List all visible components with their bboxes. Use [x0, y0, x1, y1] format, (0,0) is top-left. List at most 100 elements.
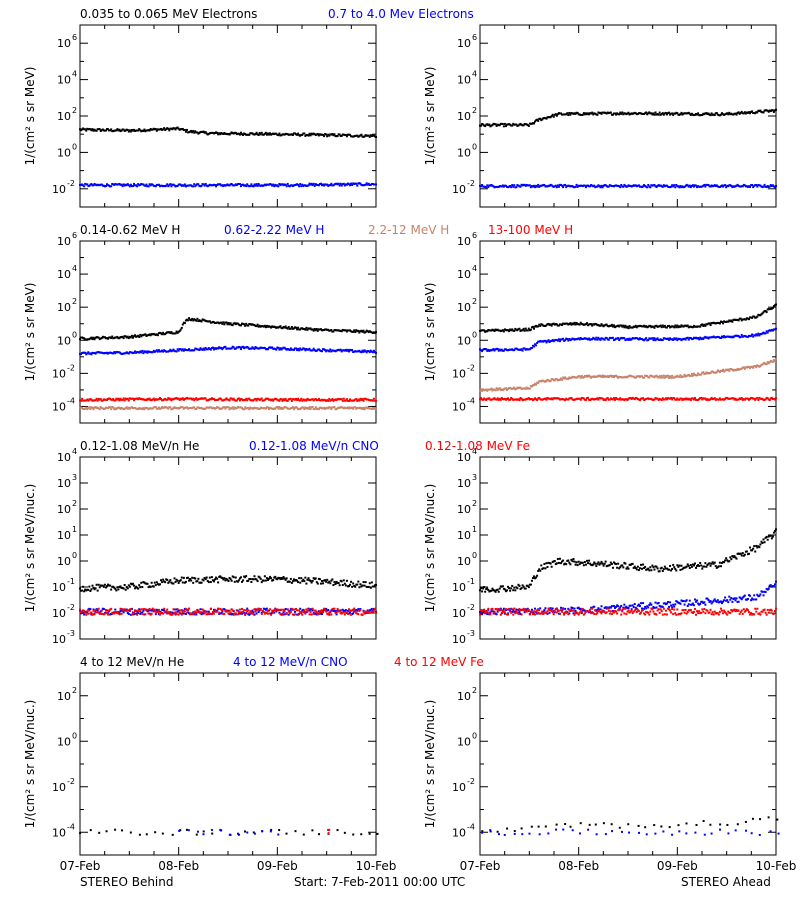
data-point [596, 185, 599, 188]
data-point [359, 182, 362, 185]
data-point [666, 337, 669, 340]
data-point [113, 408, 116, 411]
data-point [209, 348, 212, 351]
data-point [329, 348, 332, 351]
data-point [509, 123, 512, 126]
data-point [769, 359, 772, 362]
data-point [210, 184, 213, 187]
data-point [645, 337, 648, 340]
data-point [622, 185, 625, 188]
data-point [125, 351, 128, 354]
data-point [650, 569, 653, 572]
data-point [645, 397, 648, 400]
data-point [272, 325, 275, 328]
data-point [718, 114, 721, 117]
data-point [772, 531, 775, 534]
data-point [220, 407, 223, 410]
data-point [175, 127, 178, 130]
data-point [295, 183, 298, 186]
data-point [221, 576, 224, 579]
data-point [670, 112, 673, 115]
data-point [211, 346, 214, 349]
data-point [579, 398, 582, 401]
data-point [99, 406, 102, 409]
y-tick-exponent: 4 [72, 447, 77, 456]
data-point [325, 580, 328, 583]
data-point [673, 184, 676, 187]
data-point [658, 338, 661, 341]
data-point [741, 366, 744, 369]
data-point [576, 376, 579, 379]
data-point [365, 398, 368, 401]
data-point [519, 588, 522, 591]
data-point [243, 184, 246, 187]
data-point [223, 608, 226, 611]
data-point [632, 112, 635, 115]
data-point [549, 183, 552, 186]
data-point [547, 322, 550, 325]
data-point [356, 399, 359, 402]
data-point [496, 588, 499, 591]
data-point [375, 331, 377, 334]
data-point [553, 339, 556, 342]
data-point [147, 185, 150, 188]
data-point [511, 184, 514, 187]
data-point [344, 399, 347, 402]
data-point [510, 348, 513, 351]
data-point [118, 585, 121, 588]
data-point [205, 348, 208, 351]
data-point [570, 185, 573, 188]
data-point [149, 585, 152, 588]
data-point [243, 398, 246, 401]
data-point [515, 328, 518, 331]
data-point [708, 398, 711, 401]
data-point [719, 398, 722, 401]
data-point [574, 376, 577, 379]
data-point [553, 397, 556, 400]
data-point [107, 406, 110, 409]
data-point [290, 581, 293, 584]
data-point [683, 373, 686, 376]
data-point [90, 611, 93, 614]
data-point [162, 350, 165, 353]
data-point [659, 184, 662, 187]
data-point [317, 610, 320, 613]
data-point [182, 321, 185, 324]
data-point [113, 399, 116, 402]
data-point [369, 183, 372, 186]
data-point [304, 611, 307, 614]
data-point [340, 330, 343, 333]
data-point [529, 186, 532, 189]
data-point [619, 337, 622, 340]
data-point [187, 609, 190, 612]
data-point [136, 129, 139, 132]
data-point [661, 339, 664, 342]
data-point [366, 350, 369, 353]
data-point [259, 398, 262, 401]
data-point [682, 566, 685, 569]
data-point [251, 323, 254, 326]
y-tick-exponent: -4 [67, 396, 75, 405]
data-point [193, 612, 196, 615]
data-point [716, 113, 719, 116]
data-point [117, 588, 120, 591]
data-point [239, 576, 242, 579]
data-point [92, 336, 95, 339]
data-point [238, 133, 241, 136]
data-point [108, 129, 111, 132]
data-point [237, 345, 240, 348]
data-point [490, 124, 493, 127]
data-point [130, 334, 133, 337]
data-point [528, 329, 531, 332]
data-point [339, 398, 342, 401]
data-point [698, 373, 701, 376]
data-point [660, 566, 663, 569]
data-point [673, 376, 676, 379]
data-point [239, 406, 242, 409]
data-point [224, 132, 227, 135]
data-point [227, 132, 230, 135]
data-point [527, 397, 530, 400]
data-point [275, 348, 278, 351]
data-point [752, 547, 755, 550]
